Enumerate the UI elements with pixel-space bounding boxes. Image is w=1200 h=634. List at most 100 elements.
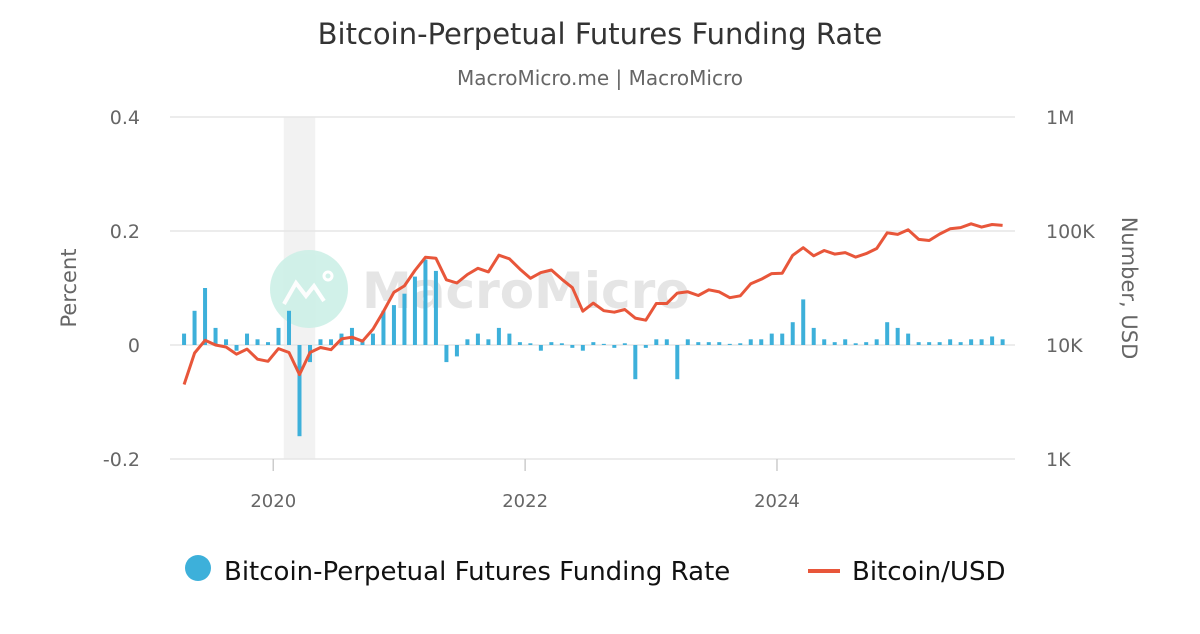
funding-rate-bar xyxy=(769,333,774,345)
funding-rate-bar xyxy=(979,339,984,345)
funding-rate-bar xyxy=(843,339,848,345)
funding-rate-bar xyxy=(549,342,554,345)
funding-rate-bar xyxy=(297,345,302,437)
watermark-logo-glyph xyxy=(282,279,326,305)
axes: 0.4 0.2 0 -0.2 1M 100K 10K 1K 2020 2022 2024 xyxy=(103,107,1095,512)
funding-rate-bar xyxy=(182,333,187,345)
funding-rate-bar xyxy=(885,322,890,345)
funding-rate-bar xyxy=(486,339,491,345)
funding-rate-bar xyxy=(664,339,669,345)
x-tick-label: 2020 xyxy=(250,491,296,512)
funding-rate-bar xyxy=(601,343,606,345)
funding-rate-bar xyxy=(685,339,690,345)
legend-item-bitcoin-usd[interactable]: Bitcoin/USD xyxy=(808,557,1005,587)
funding-rate-bar xyxy=(475,333,480,345)
funding-rate-bar xyxy=(559,343,564,345)
funding-rate-bar xyxy=(853,343,858,345)
funding-rate-bar xyxy=(874,339,879,345)
funding-rate-bar xyxy=(245,333,250,345)
legend-bitcoin-usd-label: Bitcoin/USD xyxy=(852,557,1005,587)
y-right-tick-label: 1K xyxy=(1046,449,1071,471)
funding-rate-bar xyxy=(832,342,837,345)
y-left-tick-label: 0.2 xyxy=(110,221,140,243)
funding-rate-bar xyxy=(580,345,585,351)
funding-rate-bar xyxy=(570,345,575,348)
funding-rate-bar xyxy=(412,276,417,345)
funding-rate-bar xyxy=(654,339,659,345)
y-left-tick-label: 0 xyxy=(128,335,140,357)
funding-rate-bar xyxy=(706,342,711,345)
funding-rate-bar xyxy=(969,339,974,345)
y-right-tick-label: 10K xyxy=(1046,335,1083,357)
funding-rate-bar xyxy=(864,342,869,345)
legend-item-funding-rate[interactable]: Bitcoin-Perpetual Futures Funding Rate xyxy=(185,555,730,587)
watermark-logo-icon xyxy=(270,250,348,328)
funding-rate-bar xyxy=(927,342,932,345)
chart-title: Bitcoin-Perpetual Futures Funding Rate xyxy=(318,17,883,51)
funding-rate-bar xyxy=(255,339,260,345)
watermark-dot xyxy=(322,270,334,282)
watermark: MacroMicro xyxy=(270,250,690,328)
funding-rate-bar xyxy=(433,270,438,345)
funding-rate-bar xyxy=(496,327,501,345)
funding-rate-bar xyxy=(381,310,386,345)
funding-rate-bar xyxy=(287,310,292,345)
chart-subtitle: MacroMicro.me | MacroMicro xyxy=(457,66,743,90)
funding-rate-bar xyxy=(517,342,522,345)
funding-rate-bar xyxy=(958,342,963,345)
funding-rate-bar xyxy=(822,339,827,345)
funding-rate-bar xyxy=(780,333,785,345)
funding-rate-bar xyxy=(528,343,533,345)
funding-rate-bar xyxy=(811,327,816,345)
bitcoin-usd-line xyxy=(182,222,1003,385)
funding-rate-bar xyxy=(748,339,753,345)
funding-rate-bar xyxy=(643,345,648,348)
y-left-tick-label: -0.2 xyxy=(103,449,140,471)
funding-rate-bar xyxy=(906,333,911,345)
funding-rate-bar xyxy=(465,339,470,345)
funding-rate-bar xyxy=(507,333,512,345)
x-tick-label: 2024 xyxy=(754,491,800,512)
funding-rate-bar xyxy=(454,345,459,357)
funding-rate-bar xyxy=(738,343,743,345)
funding-rate-bar xyxy=(423,259,428,345)
funding-rate-bar xyxy=(1000,339,1005,345)
funding-rate-bar xyxy=(391,305,396,345)
funding-rate-bar xyxy=(276,327,281,345)
legend-funding-rate-label: Bitcoin-Perpetual Futures Funding Rate xyxy=(224,557,730,587)
funding-rate-bar xyxy=(370,333,375,345)
y-left-axis-label: Percent xyxy=(57,248,81,327)
x-tick-label: 2022 xyxy=(502,491,548,512)
funding-rate-bar xyxy=(591,342,596,345)
funding-rate-bar xyxy=(717,342,722,345)
funding-rate-bar xyxy=(937,342,942,345)
legend: Bitcoin-Perpetual Futures Funding Rate B… xyxy=(185,555,1005,587)
funding-rate-bar xyxy=(224,339,229,345)
funding-rate-bar xyxy=(727,343,732,345)
funding-rate-bar xyxy=(895,327,900,345)
funding-rate-bar xyxy=(328,339,333,345)
funding-rate-bar xyxy=(444,345,449,363)
funding-rate-bar xyxy=(633,345,638,380)
y-right-axis-label: Number, USD xyxy=(1117,217,1141,360)
y-right-tick-label: 100K xyxy=(1046,221,1095,243)
funding-rate-bar xyxy=(266,342,271,345)
funding-rate-bar xyxy=(203,288,208,345)
funding-rate-bar xyxy=(402,293,407,345)
funding-rate-bar xyxy=(192,310,197,345)
funding-rate-bar xyxy=(612,345,617,348)
funding-rate-bar xyxy=(990,336,995,345)
funding-rate-bar xyxy=(759,339,764,345)
funding-rate-bar xyxy=(916,342,921,345)
legend-funding-rate-icon xyxy=(185,555,211,581)
y-right-tick-label: 1M xyxy=(1046,107,1074,129)
funding-rate-bar xyxy=(675,345,680,380)
funding-rate-bar xyxy=(948,339,953,345)
funding-rate-bar xyxy=(213,327,218,345)
funding-rate-bar xyxy=(622,343,627,345)
watermark-text: MacroMicro xyxy=(362,262,690,320)
funding-rate-bar xyxy=(790,322,795,345)
funding-rate-bar xyxy=(801,299,806,345)
funding-rate-bar xyxy=(538,345,543,351)
